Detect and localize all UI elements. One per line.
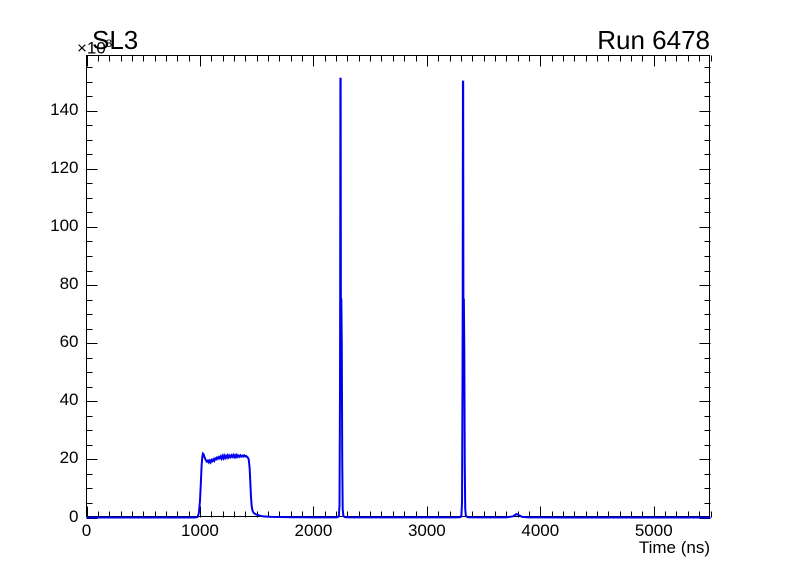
- plot-title-right: Run 6478: [597, 25, 710, 55]
- y-tick-label: 140: [50, 99, 79, 119]
- y-axis-exponent-label: ×103: [77, 38, 112, 59]
- x-tick-label: 0: [81, 521, 92, 540]
- x-axis-title: Time (ns): [638, 538, 710, 557]
- y-tick-label: 80: [59, 274, 79, 294]
- x-tick-label: 4000: [521, 521, 560, 540]
- y-axis-exponent-prefix: ×10: [77, 38, 106, 58]
- y-tick-label: 0: [69, 506, 79, 526]
- x-tick-label: 1000: [181, 521, 219, 540]
- x-tick-label: 5000: [634, 521, 673, 540]
- y-axis-exponent-power: 3: [105, 38, 112, 50]
- y-tick-label: 40: [59, 390, 79, 410]
- axis-ticks-group: [86, 55, 712, 519]
- y-tick-label: 20: [59, 448, 79, 468]
- y-tick-label: 60: [59, 332, 79, 352]
- data-series-group: [86, 77, 711, 519]
- y-tick-label: 100: [50, 215, 79, 235]
- plot-title-left: SL3: [92, 25, 139, 55]
- histogram-curve: [86, 77, 711, 519]
- x-tick-label: 3000: [407, 521, 446, 540]
- y-tick-label: 120: [50, 157, 79, 177]
- x-tick-label: 2000: [294, 521, 333, 540]
